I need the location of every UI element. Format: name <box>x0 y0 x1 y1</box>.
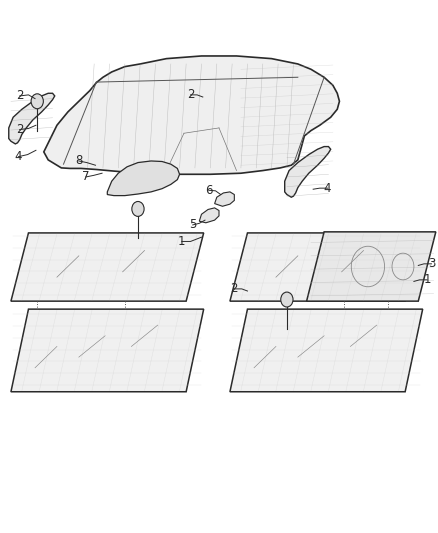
Polygon shape <box>199 208 219 223</box>
Text: 7: 7 <box>82 171 90 183</box>
Polygon shape <box>44 56 339 174</box>
Polygon shape <box>215 192 234 206</box>
Text: 2: 2 <box>187 88 194 101</box>
Text: 1: 1 <box>423 273 431 286</box>
Text: 2: 2 <box>230 282 238 295</box>
Text: 4: 4 <box>14 150 22 163</box>
Polygon shape <box>11 233 204 301</box>
Circle shape <box>132 201 144 216</box>
Polygon shape <box>307 232 436 301</box>
Text: 2: 2 <box>16 123 24 136</box>
Polygon shape <box>230 309 423 392</box>
Text: 2: 2 <box>16 90 24 102</box>
Polygon shape <box>230 233 423 301</box>
Text: 3: 3 <box>428 257 435 270</box>
Text: 5: 5 <box>189 219 196 231</box>
Polygon shape <box>11 309 204 392</box>
Polygon shape <box>107 161 180 196</box>
Text: 6: 6 <box>205 184 213 197</box>
Text: 8: 8 <box>75 155 82 167</box>
Circle shape <box>31 94 43 109</box>
Polygon shape <box>9 93 55 144</box>
Circle shape <box>281 292 293 307</box>
Text: 1: 1 <box>178 235 186 248</box>
Text: 4: 4 <box>324 182 332 195</box>
Polygon shape <box>285 147 331 197</box>
